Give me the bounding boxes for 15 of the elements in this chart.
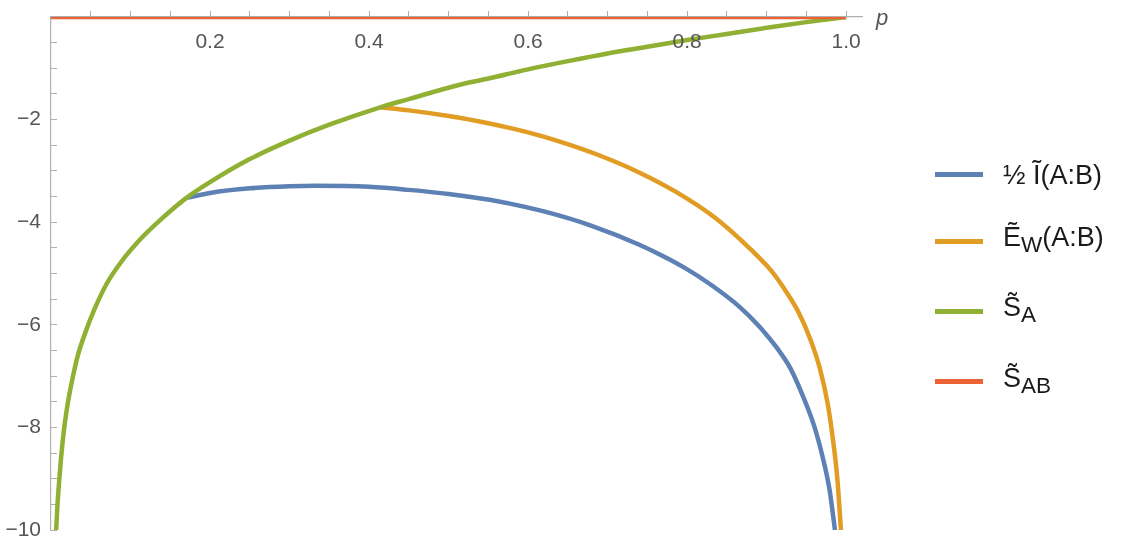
line-series: [185, 183, 838, 530]
x-tick-label: 1.0: [831, 29, 861, 53]
y-tick-label: −2: [17, 106, 41, 130]
y-tick-label: −6: [17, 311, 41, 335]
x-tick-label: 0.4: [354, 29, 384, 53]
y-tick-label: −8: [17, 414, 41, 438]
y-tick-label: −10: [5, 516, 41, 540]
legend-label: S̃$_{AB}$: [1003, 361, 1052, 401]
x-tick-label: 0.6: [513, 29, 543, 53]
legend-label: Ẽ$_{W}$(A:B): [1003, 220, 1104, 260]
x-tick-label: 0.2: [195, 29, 225, 53]
x-axis-title: p: [875, 5, 889, 31]
legend-label: S̃$_{A}$: [1003, 291, 1037, 330]
y-tick-label: −4: [17, 209, 42, 232]
legend-label: ½ Ĩ(A:B): [1003, 158, 1103, 191]
